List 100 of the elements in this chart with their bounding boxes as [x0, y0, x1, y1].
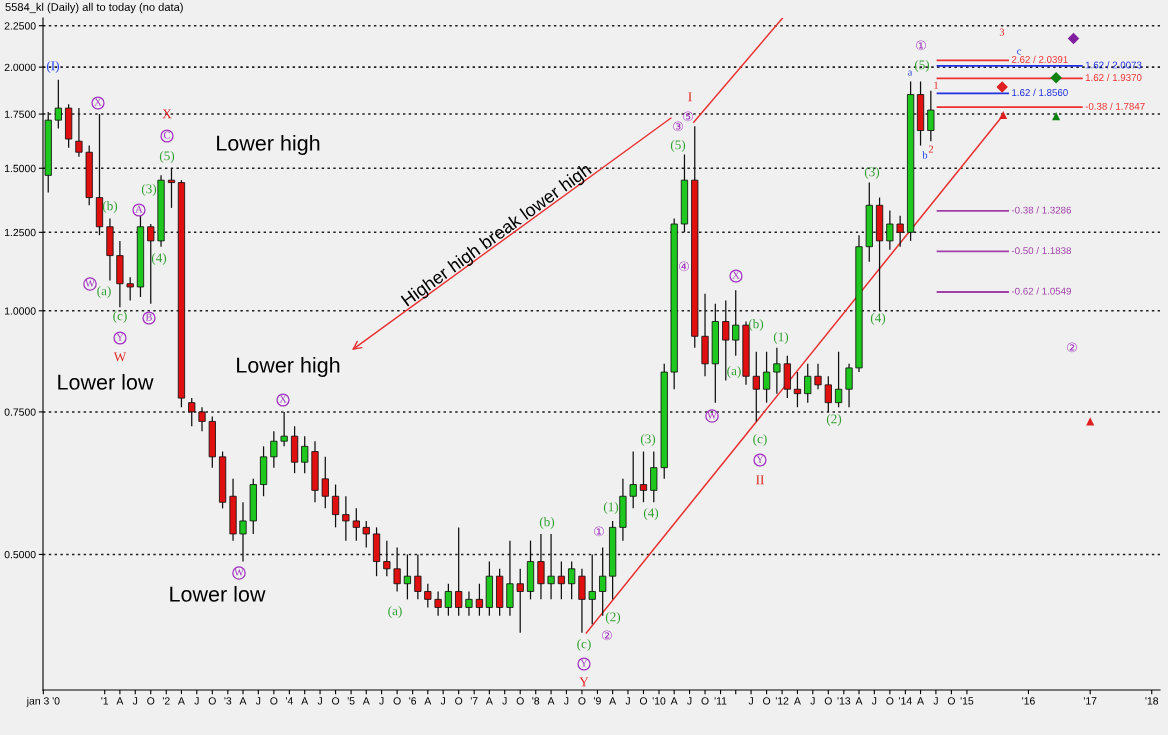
x-tick-label: '3	[224, 697, 232, 705]
point	[1050, 72, 1062, 84]
annotation: Lower high	[217, 134, 320, 156]
candlestick	[475, 583, 484, 617]
x-tick-label: O	[578, 697, 586, 705]
annotation: (c)	[577, 639, 591, 651]
x-tick-label: '13	[837, 697, 851, 705]
candlestick	[198, 406, 206, 432]
annotation: (1)	[603, 502, 619, 514]
candlestick	[927, 90, 935, 142]
x-tick-label: A	[670, 697, 678, 705]
annotation: W	[234, 568, 244, 576]
y-tick-label: 1.2500	[4, 228, 36, 237]
candlestick	[126, 276, 134, 302]
ref-line-label: 1.62 / 2.0073	[1085, 61, 1142, 69]
x-tick-label: '11	[714, 697, 727, 705]
x-tick-label: A	[177, 697, 185, 705]
candlestick	[54, 79, 62, 130]
annotation: (4)	[643, 508, 659, 520]
candlestick	[465, 590, 473, 617]
candlestick	[331, 483, 340, 529]
x-tick-label: O	[701, 697, 709, 705]
candlestick	[506, 540, 514, 617]
annotation: (b)	[102, 201, 118, 213]
candlestick	[352, 507, 360, 542]
annotation: X	[94, 98, 102, 106]
annotation: ①	[916, 40, 926, 51]
x-tick-label: A	[793, 697, 801, 705]
candlestick	[804, 363, 812, 404]
candlestick	[599, 546, 607, 617]
annotation: (I)	[46, 61, 60, 73]
y-tick-label: 2.2500	[4, 22, 36, 30]
candlestick	[342, 495, 350, 542]
candlestick	[362, 520, 370, 549]
candlestick	[424, 583, 432, 609]
y-tick-label: 1.5000	[4, 164, 36, 173]
annotation: b	[922, 151, 928, 159]
annotation: Y	[580, 659, 588, 667]
annotation: X	[162, 109, 172, 119]
annotation: Lower high	[237, 356, 340, 378]
y-tick-label: 0.5000	[4, 550, 36, 559]
candlestick	[639, 450, 648, 503]
x-tick-label: '15	[960, 697, 974, 705]
x-tick-label: O	[393, 697, 401, 705]
annotation: (c)	[113, 311, 127, 323]
x-tick-label: '12	[775, 697, 789, 705]
annotation: (3)	[141, 184, 157, 196]
x-tick-label: A	[485, 697, 493, 705]
annotation: (b)	[539, 517, 555, 529]
x-tick-label: A	[116, 697, 124, 705]
candlestick	[845, 363, 853, 408]
annotation: (3)	[864, 167, 880, 179]
annotation: (a)	[97, 286, 111, 298]
y-tick-label: 0.7500	[4, 408, 36, 416]
candlestick	[414, 553, 422, 600]
annotation: (5)	[670, 140, 686, 152]
x-tick-label: O	[208, 697, 216, 705]
annotation: ②	[1067, 342, 1077, 353]
y-tick-label: 1.0000	[4, 307, 36, 315]
x-tick-label: J	[563, 697, 569, 705]
x-tick-label: J	[317, 697, 322, 705]
annotation: Y	[116, 333, 124, 341]
candlestick	[588, 553, 596, 625]
x-tick-label: '5	[347, 697, 355, 705]
candlestick	[578, 568, 586, 634]
candlestick	[75, 107, 83, 158]
candlestick	[650, 450, 658, 503]
annotation: W	[113, 352, 127, 362]
annotation: Lower low	[170, 585, 266, 602]
x-tick-label: A	[547, 697, 555, 705]
candlestick	[568, 560, 576, 600]
ref-line-label: 2.62 / 2.0391	[1011, 55, 1068, 63]
candlestick	[773, 347, 781, 395]
candlestick	[732, 289, 740, 357]
annotation: I	[688, 92, 692, 102]
candlestick	[886, 209, 894, 251]
candlestick	[537, 533, 545, 600]
x-tick-label: J	[748, 697, 753, 705]
x-tick-label: J	[687, 697, 692, 705]
candlestick	[762, 351, 771, 404]
x-tick-label: A	[239, 697, 247, 705]
candlestick	[434, 590, 442, 617]
x-tick-label: O	[270, 697, 278, 705]
ref-line-label: -0.62 / 1.0549	[1011, 287, 1071, 295]
x-tick-label: O	[332, 697, 340, 705]
x-tick-label: O	[763, 697, 771, 705]
annotation: (5)	[159, 151, 175, 163]
x-tick-label: J	[194, 697, 199, 705]
ref-line-label: -0.50 / 1.1838	[1011, 246, 1072, 255]
x-tick-label: '16	[1022, 697, 1035, 705]
candlestick	[383, 540, 391, 577]
annotation: X	[732, 271, 740, 279]
x-tick-label: O	[639, 697, 648, 705]
candlestick	[455, 526, 463, 617]
x-tick-label: '6	[409, 697, 417, 705]
candlestick	[896, 215, 904, 248]
x-tick-label: jan 3 '0	[26, 696, 60, 707]
annotation: (4)	[151, 253, 167, 265]
candlestick	[516, 568, 524, 634]
annotation: (b)	[748, 319, 764, 331]
